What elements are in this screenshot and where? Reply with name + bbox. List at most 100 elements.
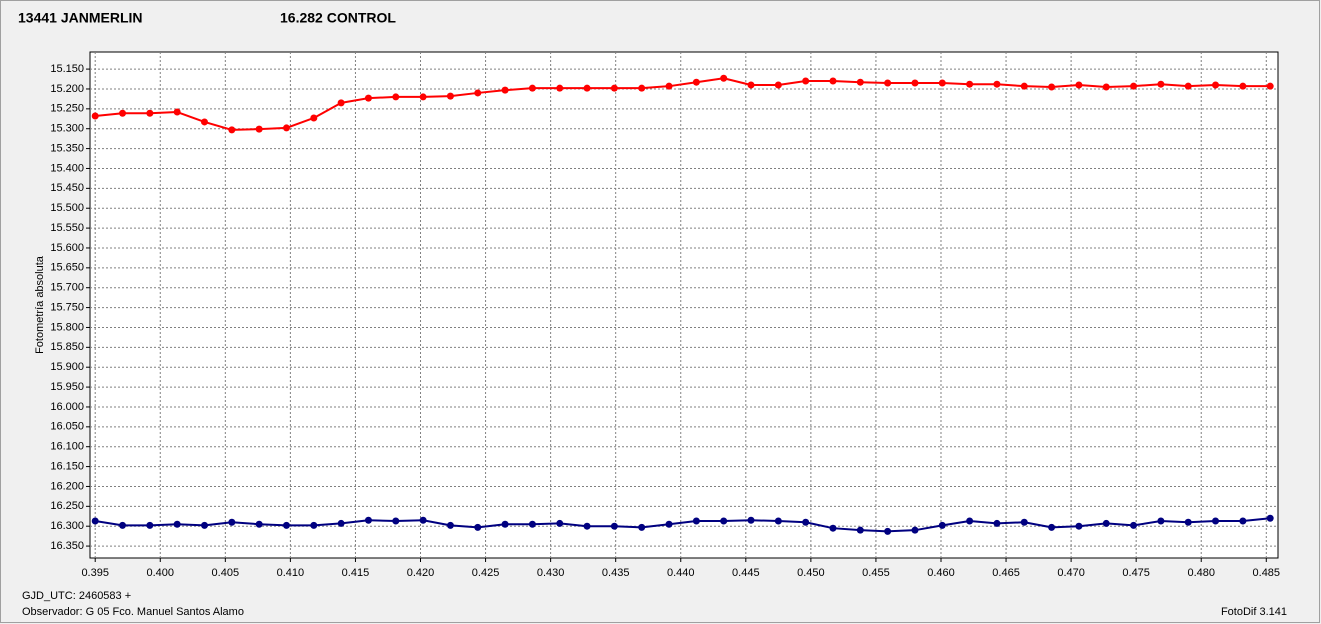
data-point — [1075, 522, 1083, 530]
data-point — [446, 521, 454, 529]
data-point — [966, 517, 974, 525]
data-point — [474, 89, 482, 97]
data-point — [364, 94, 372, 102]
y-tick-label: 15.750 — [50, 301, 84, 313]
data-point — [802, 518, 810, 526]
data-point — [1130, 82, 1138, 90]
data-point — [146, 109, 154, 117]
data-point — [201, 521, 209, 529]
x-tick-label: 0.485 — [1253, 567, 1281, 579]
data-point — [692, 78, 700, 86]
data-point — [938, 521, 946, 529]
x-tick-label: 0.455 — [862, 567, 890, 579]
data-point — [1102, 83, 1110, 91]
data-point — [884, 79, 892, 87]
data-point — [201, 118, 209, 126]
y-tick-label: 16.100 — [50, 441, 84, 453]
data-point — [392, 517, 400, 525]
y-tick-label: 15.450 — [50, 182, 84, 194]
x-tick-label: 0.400 — [146, 567, 174, 579]
x-tick-label: 0.480 — [1187, 567, 1215, 579]
y-tick-label: 15.550 — [50, 222, 84, 234]
data-point — [856, 526, 864, 534]
y-tick-label: 15.350 — [50, 142, 84, 154]
x-tick-label: 0.450 — [797, 567, 825, 579]
data-point — [720, 517, 728, 525]
data-point — [829, 524, 837, 532]
x-tick-label: 0.465 — [992, 567, 1020, 579]
data-point — [446, 92, 454, 100]
data-point — [1020, 82, 1028, 90]
data-point — [364, 516, 372, 524]
data-point — [802, 77, 810, 85]
x-tick-label: 0.445 — [732, 567, 760, 579]
series-line — [95, 77, 1271, 131]
data-point — [583, 522, 591, 530]
data-point — [665, 82, 673, 90]
data-point — [255, 125, 263, 133]
x-tick-label: 0.470 — [1057, 567, 1085, 579]
y-tick-label: 15.200 — [50, 83, 84, 95]
data-point — [556, 519, 564, 527]
x-tick-label: 0.440 — [667, 567, 695, 579]
data-point — [119, 521, 127, 529]
footer-date: GJD_UTC: 2460583 + — [22, 590, 131, 602]
data-point — [911, 526, 919, 534]
y-tick-label: 16.300 — [50, 520, 84, 532]
data-point — [228, 518, 236, 526]
data-point — [392, 93, 400, 101]
data-point — [255, 520, 263, 528]
data-point — [528, 84, 536, 92]
data-point — [911, 79, 919, 87]
y-tick-label: 16.000 — [50, 401, 84, 413]
y-tick-label: 15.250 — [50, 103, 84, 115]
data-point — [1266, 82, 1274, 90]
x-tick-label: 0.420 — [407, 567, 435, 579]
data-point — [419, 516, 427, 524]
x-tick-label: 0.395 — [81, 567, 109, 579]
data-point — [1212, 517, 1220, 525]
data-point — [310, 521, 318, 529]
data-point — [1102, 519, 1110, 527]
y-tick-label: 15.400 — [50, 162, 84, 174]
data-point — [310, 114, 318, 122]
data-point — [1130, 521, 1138, 529]
data-point — [1075, 81, 1083, 89]
data-point — [610, 84, 618, 92]
x-tick-label: 0.435 — [602, 567, 630, 579]
data-point — [337, 519, 345, 527]
data-point — [1048, 83, 1056, 91]
data-point — [638, 84, 646, 92]
y-tick-label: 16.250 — [50, 500, 84, 512]
data-point — [1157, 517, 1165, 525]
series-title: 16.282 CONTROL — [280, 10, 396, 26]
data-point — [938, 79, 946, 87]
x-tick-label: 0.405 — [212, 567, 240, 579]
data-point — [747, 81, 755, 89]
data-point — [1239, 82, 1247, 90]
y-tick-label: 15.800 — [50, 321, 84, 333]
data-point — [747, 516, 755, 524]
data-point — [1020, 518, 1028, 526]
data-point — [1266, 514, 1274, 522]
y-tick-label: 15.950 — [50, 381, 84, 393]
data-point — [774, 81, 782, 89]
y-tick-label: 15.500 — [50, 202, 84, 214]
data-point — [501, 86, 509, 94]
data-point — [774, 517, 782, 525]
y-tick-label: 15.600 — [50, 242, 84, 254]
data-point — [528, 520, 536, 528]
data-point — [665, 520, 673, 528]
data-point — [474, 523, 482, 531]
data-point — [1184, 82, 1192, 90]
data-point — [1048, 523, 1056, 531]
y-tick-label: 15.850 — [50, 341, 84, 353]
y-tick-label: 15.150 — [50, 63, 84, 75]
data-point — [1184, 518, 1192, 526]
data-point — [337, 99, 345, 107]
y-tick-label: 15.300 — [50, 123, 84, 135]
data-point — [884, 527, 892, 535]
y-tick-label: 16.050 — [50, 421, 84, 433]
